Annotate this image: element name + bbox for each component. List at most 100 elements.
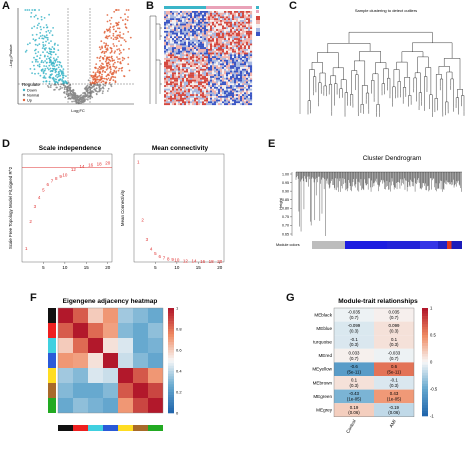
heatmap-cell: [166, 95, 169, 98]
volcano-point: [26, 43, 29, 46]
volcano-point: [101, 73, 103, 76]
heatmap-cell: [204, 11, 207, 13]
heatmap-cell: [224, 95, 227, 98]
heatmap-cell: [194, 20, 197, 22]
power-point-label: 3: [146, 237, 149, 242]
heatmap-cell: [228, 85, 231, 88]
heatmap-cell: [242, 16, 245, 19]
scale-step: [422, 397, 428, 401]
heatmap-cell: [208, 86, 211, 89]
heatmap-cell: [188, 25, 191, 28]
heatmap-cell: [168, 16, 171, 19]
heatmap-cell: [196, 90, 199, 93]
volcano-point: [100, 87, 102, 90]
heatmap-cell: [250, 68, 253, 71]
heatmap-cell: [170, 79, 173, 82]
volcano-plot: Log₂FC -Log₁₀Pvalue Regulate Down Normal…: [8, 8, 134, 113]
heatmap-cell: [244, 47, 247, 50]
heatmap-cell: [232, 34, 235, 37]
module-side-swatch: [48, 398, 56, 413]
volcano-point: [110, 68, 112, 71]
scale-step: [422, 326, 428, 330]
heatmap-cell: [200, 97, 203, 100]
heatmap-cell: [202, 86, 205, 89]
heatmap-cell: [200, 39, 203, 42]
heatmap-cell: [168, 85, 171, 88]
heatmap-cell: [168, 92, 171, 95]
heatmap-cell: [164, 43, 167, 46]
volcano-point: [40, 61, 43, 64]
volcano-point: [116, 36, 118, 39]
heatmap-cell: [180, 14, 183, 17]
heatmap-cell: [226, 12, 229, 15]
volcano-point: [105, 50, 108, 53]
adjacency-cell: [88, 323, 103, 338]
heatmap-cell: [212, 70, 215, 73]
heatmap-cell: [236, 99, 239, 102]
volcano-point: [101, 62, 103, 65]
heatmap-cell: [202, 52, 205, 55]
heatmap-cell: [168, 12, 171, 15]
heatmap-cell: [198, 59, 201, 62]
volcano-point: [121, 69, 123, 72]
heatmap-cell: [198, 56, 201, 59]
heatmap-cell: [218, 74, 221, 77]
volcano-point: [86, 87, 88, 89]
heatmap-cell: [164, 39, 167, 42]
heatmap-cell: [222, 68, 225, 71]
scale-tick-label: 0: [430, 360, 433, 365]
heatmap-cell: [166, 29, 169, 31]
heatmap-cell: [216, 77, 219, 80]
heatmap-cell: [182, 97, 185, 100]
heatmap-cell: [222, 52, 225, 55]
heatmap-cell: [212, 12, 215, 15]
heatmap-cell: [198, 27, 201, 30]
heatmap-cell: [236, 23, 239, 26]
heatmap-cell: [218, 48, 221, 51]
heatmap-cell: [186, 92, 189, 95]
heatmap-cell: [226, 92, 229, 95]
heatmap-cell: [188, 45, 191, 48]
volcano-point: [31, 34, 34, 36]
volcano-point: [42, 51, 44, 54]
volcano-point: [53, 51, 55, 53]
scale-step: [422, 332, 428, 336]
volcano-point: [90, 91, 93, 94]
heatmap-cell: [220, 92, 223, 95]
heatmap-cell: [240, 95, 243, 98]
volcano-point: [33, 9, 36, 11]
heatmap-cell: [218, 99, 221, 102]
heatmap-cell: [184, 74, 187, 77]
heatmap-cell: [194, 38, 197, 41]
heatmap-cell: [206, 52, 209, 55]
heatmap-cell: [182, 50, 185, 53]
heatmap-cell: [212, 92, 215, 95]
heatmap-cell: [178, 11, 181, 13]
heatmap-cell: [194, 39, 197, 42]
heatmap-cell: [240, 83, 243, 86]
heatmap-cell: [242, 95, 245, 98]
heatmap-cell: [202, 11, 205, 13]
volcano-point: [51, 61, 53, 64]
heatmap-cell: [226, 43, 229, 46]
panel-letter-a: A: [2, 0, 10, 12]
heatmap-cell: [186, 61, 189, 64]
heatmap-cell: [226, 48, 229, 51]
heatmap-cell: [220, 70, 223, 73]
heatmap-cell: [190, 76, 193, 78]
heatmap-cell: [220, 72, 223, 75]
heatmap-cell: [196, 61, 199, 64]
heatmap-cell: [224, 83, 227, 86]
heatmap-cell: [228, 77, 231, 80]
heatmap-cell: [170, 58, 173, 60]
heatmap-cell: [178, 77, 181, 80]
heatmap-cell: [200, 30, 203, 33]
heatmap-cell: [222, 72, 225, 75]
heatmap-cell: [174, 21, 177, 24]
scale-step: [422, 399, 428, 403]
correlation-value: -0.035: [348, 310, 361, 315]
volcano-point: [38, 57, 41, 60]
heatmap-cell: [212, 99, 215, 102]
heatmap-cell: [242, 29, 245, 31]
heatmap-cell: [236, 68, 239, 71]
